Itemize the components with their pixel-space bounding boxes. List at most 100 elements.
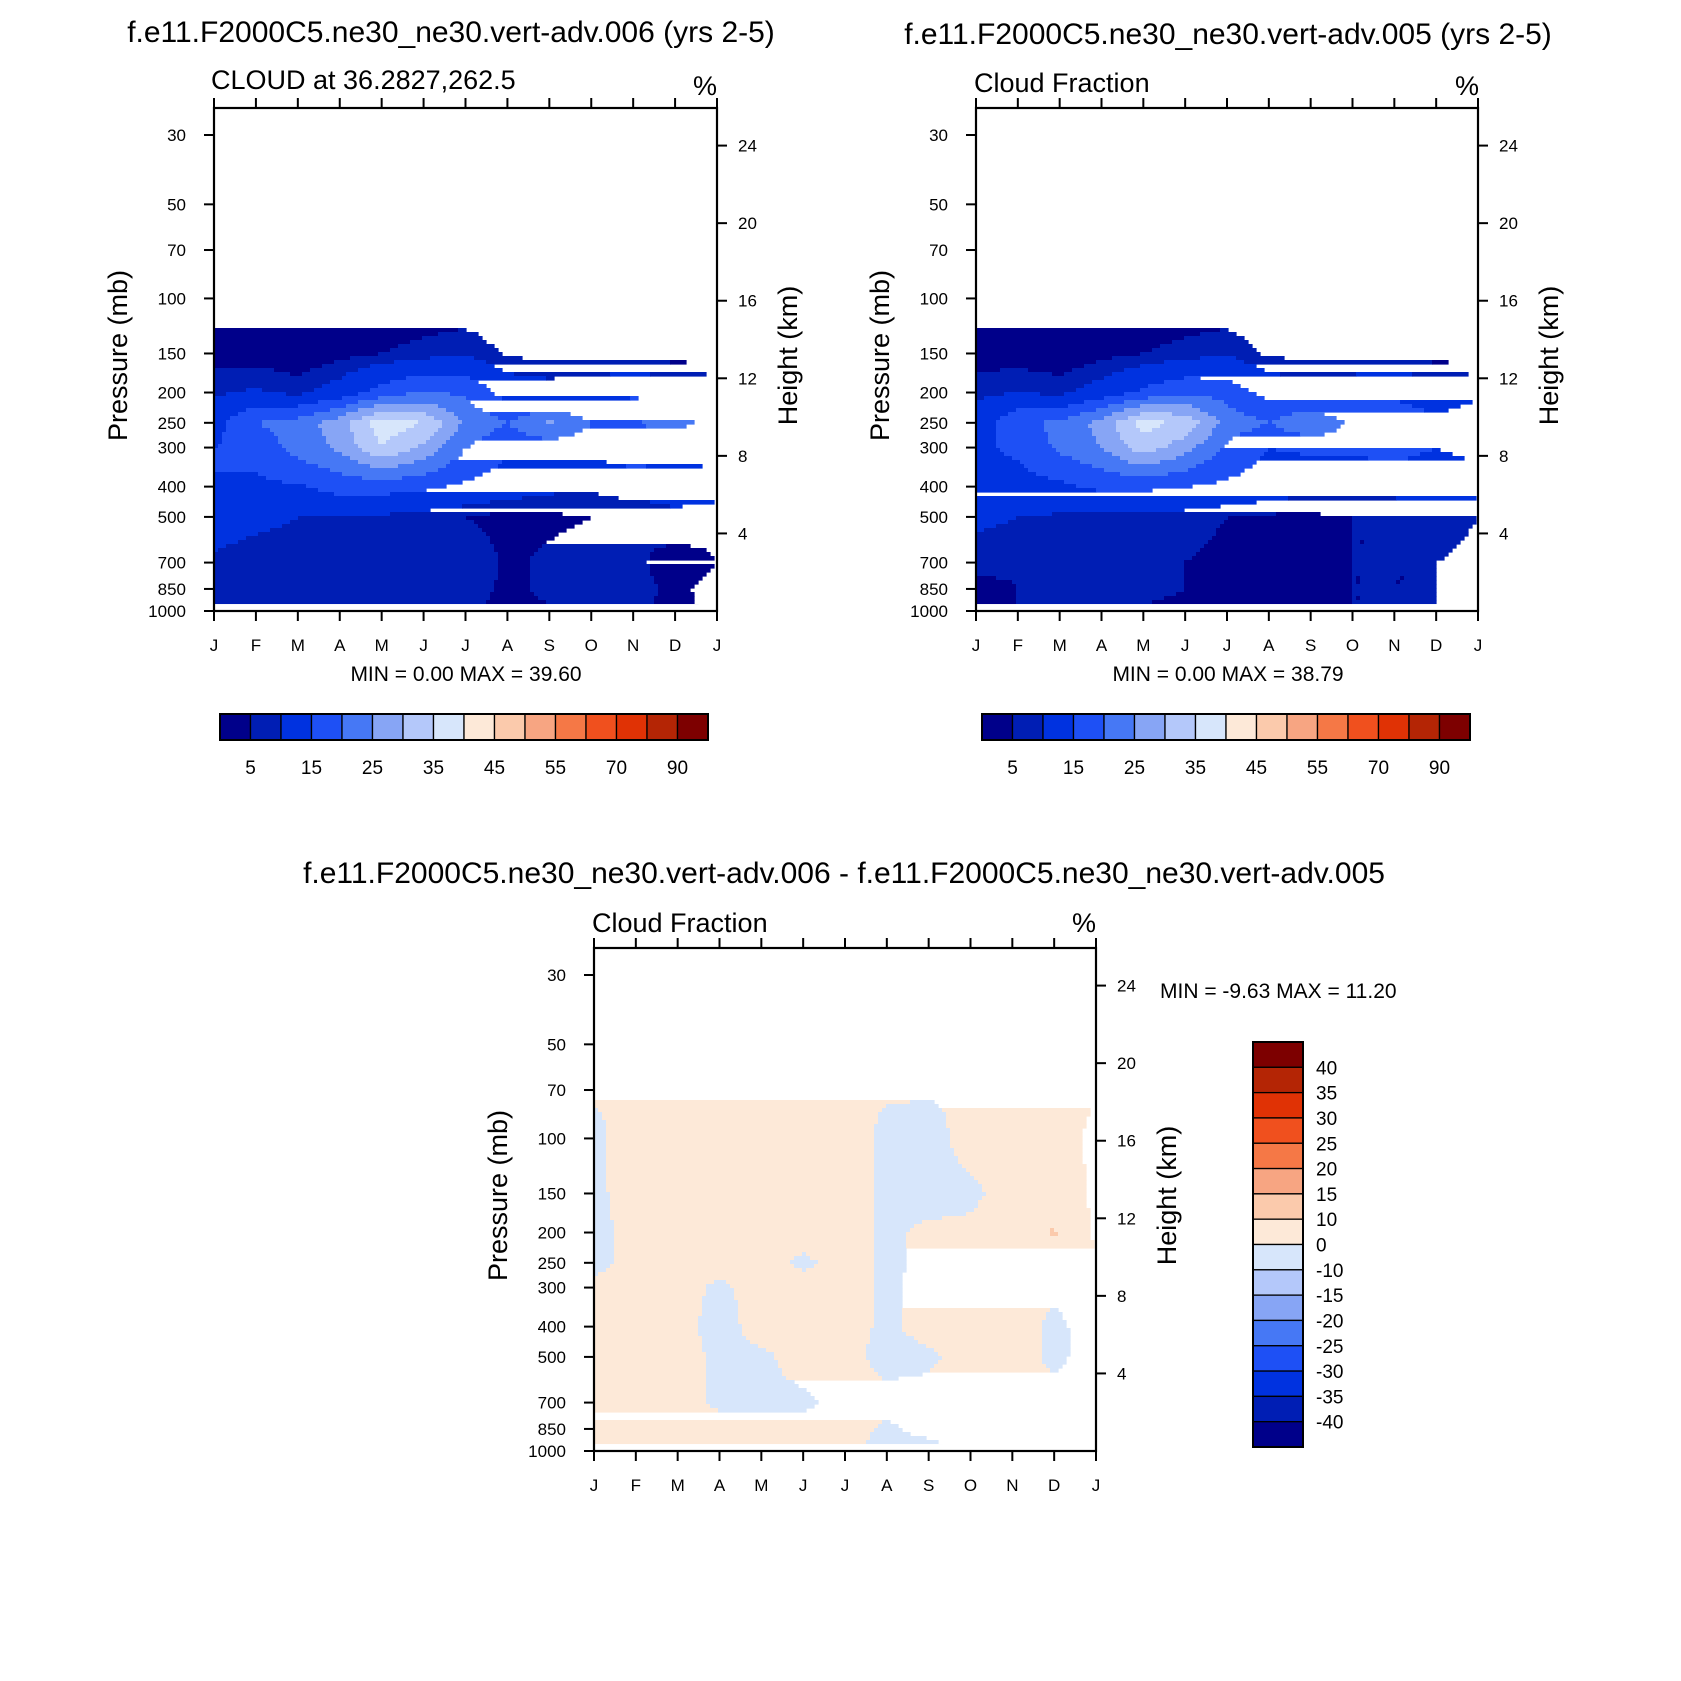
- contour-cell: [378, 436, 391, 441]
- contour-cell: [530, 572, 651, 577]
- contour-cell: [614, 1244, 875, 1249]
- contour-cell: [1168, 444, 1197, 449]
- contour-cell: [938, 1360, 1043, 1365]
- contour-cell: [976, 436, 997, 441]
- contour-cell: [1080, 460, 1129, 465]
- contour-cell: [1052, 372, 1065, 377]
- contour-cell: [874, 1152, 955, 1157]
- contour-cell: [878, 1116, 947, 1121]
- month-tick-label: O: [585, 636, 598, 655]
- contour-cell: [614, 1220, 875, 1225]
- contour-cell: [1096, 440, 1125, 445]
- contour-cell: [950, 1132, 1083, 1137]
- contour-cell: [1064, 392, 1125, 397]
- contour-cell: [1000, 368, 1029, 373]
- colorbar-swatch: [1072, 713, 1105, 741]
- contour-cell: [370, 464, 399, 469]
- y2-axis-title: Height (km): [1534, 286, 1564, 426]
- contour-cell: [1046, 1316, 1063, 1321]
- contour-cell: [610, 1208, 875, 1213]
- contour-cell: [1042, 1340, 1071, 1345]
- contour-cell: [214, 512, 391, 517]
- contour-cell: [266, 476, 363, 481]
- contour-cell: [214, 388, 247, 393]
- month-tick-label: S: [1305, 636, 1316, 655]
- contour-cell: [454, 412, 491, 417]
- contour-cell: [606, 1172, 875, 1177]
- contour-cell: [406, 428, 439, 433]
- contour-cell: [1196, 464, 1253, 469]
- contour-cell: [490, 596, 539, 601]
- contour-cell: [1140, 404, 1193, 409]
- contour-cell: [954, 1148, 1083, 1153]
- contour-cell: [498, 576, 531, 581]
- contour-cell: [1104, 396, 1149, 401]
- contour-cell: [418, 444, 443, 449]
- pressure-tick-label: 150: [538, 1184, 566, 1203]
- contour-cell: [226, 544, 495, 549]
- contour-cell: [214, 420, 227, 425]
- contour-cell: [1050, 1232, 1059, 1237]
- contour-cell: [490, 540, 547, 545]
- contour-cell: [1352, 584, 1437, 589]
- contour-cell: [606, 1132, 875, 1137]
- contour-cell: [590, 420, 643, 425]
- contour-cell: [1184, 584, 1353, 589]
- pressure-tick-label: 250: [920, 414, 948, 433]
- contour-cell: [874, 1236, 907, 1241]
- contour-cell: [806, 1268, 875, 1273]
- contour-cell: [976, 352, 1141, 357]
- month-tick-label: A: [502, 636, 514, 655]
- month-tick-label: J: [210, 636, 219, 655]
- contour-cell: [606, 1136, 875, 1141]
- contour-cell: [1152, 600, 1353, 605]
- contour-cell: [1352, 540, 1361, 545]
- contour-cell: [214, 516, 299, 521]
- height-tick-label: 20: [1499, 214, 1518, 233]
- contour-cell: [738, 1320, 875, 1325]
- contour-cell: [976, 332, 1201, 337]
- contour-cell: [1120, 456, 1177, 461]
- contour-cell: [874, 1204, 979, 1209]
- missing-data-strip: [594, 1444, 1096, 1451]
- contour-cell: [950, 1136, 1083, 1141]
- month-tick-label: N: [1388, 636, 1400, 655]
- contour-cell: [442, 444, 471, 449]
- contour-cell: [1064, 480, 1217, 485]
- contour-cell: [1116, 428, 1141, 433]
- contour-cell: [498, 552, 535, 557]
- contour-cell: [1352, 556, 1445, 561]
- contour-cell: [1104, 376, 1185, 381]
- contour-cell: [976, 440, 997, 445]
- contour-cell: [874, 1312, 903, 1317]
- contour-cell: [1356, 576, 1361, 581]
- contour-cell: [1412, 404, 1461, 409]
- contour-cell: [650, 500, 715, 505]
- contour-cell: [926, 1344, 1043, 1349]
- min-max-stats: MIN = 0.00 MAX = 39.60: [350, 663, 581, 686]
- contour-cell: [670, 360, 687, 365]
- colorbar-swatch: [1408, 713, 1441, 741]
- contour-cell: [976, 524, 997, 529]
- contour-cell: [790, 1260, 819, 1265]
- colorbar-swatch: [1225, 713, 1258, 741]
- contour-cell: [1260, 424, 1277, 429]
- contour-cell: [1268, 420, 1273, 425]
- contour-cell: [542, 544, 667, 549]
- contour-cell: [1360, 580, 1397, 585]
- contour-cell: [390, 436, 431, 441]
- contour-cell: [976, 452, 1005, 457]
- contour-cell: [214, 336, 423, 341]
- colorbar-label: -35: [1316, 1387, 1343, 1408]
- contour-cell: [330, 380, 391, 385]
- contour-cell: [874, 1244, 907, 1249]
- contour-cell: [438, 404, 475, 409]
- contour-cell: [1352, 596, 1357, 601]
- contour-cell: [362, 448, 411, 453]
- month-tick-label: N: [1006, 1476, 1018, 1495]
- contour-cell: [1196, 424, 1217, 429]
- contour-cell: [1016, 592, 1177, 597]
- contour-cell: [706, 1288, 735, 1293]
- contour-cell: [594, 1268, 607, 1273]
- contour-cell: [1352, 520, 1477, 525]
